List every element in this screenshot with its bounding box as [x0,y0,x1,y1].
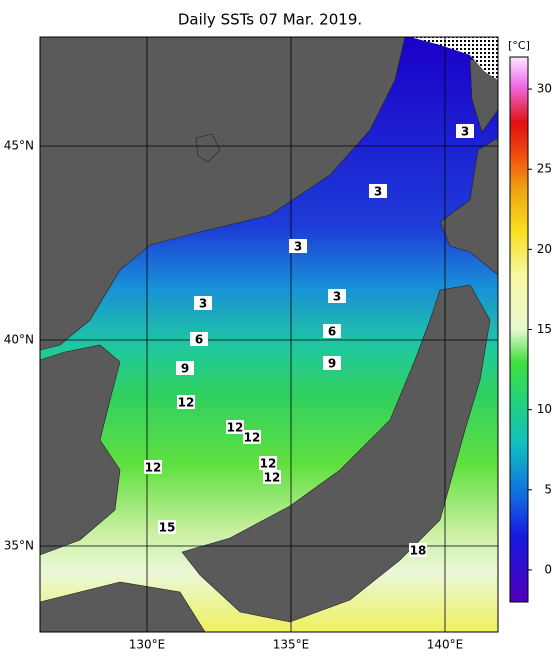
contour-label: 3 [369,184,387,199]
contour-label-box [190,332,208,346]
contour-label-box [456,124,474,138]
contour-label: 12 [226,420,244,435]
contour-label: 18 [409,543,427,558]
contour-label: 3 [289,239,307,254]
contour-label-text: 3 [374,185,382,199]
contour-label: 9 [176,361,194,376]
contour-label-box [177,395,195,409]
land [181,284,491,623]
colorbar-tick-label: 20 [537,242,552,256]
contour-label-box [323,356,341,370]
contour-label-text: 12 [264,471,281,485]
colorbar-label: [°C] [508,39,530,52]
contour-label-text: 12 [244,431,261,445]
contour-label-text: 12 [145,461,162,475]
contour-label-text: 6 [328,325,336,339]
lon-label: 130°E [129,638,166,652]
contour-label-box [289,239,307,253]
contour-label: 15 [158,520,176,535]
contour-label-text: 12 [260,457,277,471]
contour-label: 12 [259,456,277,471]
land [195,133,221,163]
colorbar-tick-label: 10 [537,402,552,416]
lon-label: 140°E [427,638,464,652]
contour-label: 12 [243,430,261,445]
map [39,36,499,633]
sea-ice [410,37,498,80]
land [39,36,406,351]
lat-label: 35°N [4,539,34,553]
contour-label-text: 15 [159,521,176,535]
contour-label-text: 9 [181,362,189,376]
contour-label-text: 3 [294,240,302,254]
contour-label-box [259,456,277,470]
contour-label-text: 12 [178,396,195,410]
contour-label-box [194,296,212,310]
contour-label: 12 [144,460,162,475]
colorbar-tick-label: 25 [537,162,552,176]
colorbar-tick-label: 30 [537,82,552,96]
contour-label: 6 [190,332,208,347]
contour-label-box [409,543,427,557]
contour-label-box [144,460,162,474]
contour-label-text: 3 [461,125,469,139]
contour-label-box [226,420,244,434]
lat-label: 45°N [4,139,34,153]
contour-label: 9 [323,356,341,371]
colorbar [509,56,529,603]
contour-label-text: 3 [199,297,207,311]
contour-label-box [328,289,346,303]
contour-label-box [158,520,176,534]
colorbar-tick-label: 0 [544,562,552,576]
contour-label-text: 3 [333,290,341,304]
contour-label: 3 [456,124,474,139]
lat-label: 40°N [4,333,34,347]
contour-label-box [176,361,194,375]
contour-label: 6 [323,324,341,339]
contour-label-text: 12 [227,421,244,435]
contour-label-box [323,324,341,338]
lon-label: 135°E [273,638,310,652]
contour-label-box [263,470,281,484]
title: Daily SSTs 07 Mar. 2019. [178,11,362,29]
contour-label-text: 6 [195,333,203,347]
contour-label-box [369,184,387,198]
contour-label: 3 [328,289,346,304]
contour-label: 12 [177,395,195,410]
frame [39,36,499,633]
land [39,344,121,556]
colorbar-tick-label: 5 [544,482,552,496]
contour-label: 3 [194,296,212,311]
contour-label-text: 18 [410,544,427,558]
colorbar-tick-label: 15 [537,322,552,336]
contour-label: 12 [263,470,281,485]
contour-label-box [243,430,261,444]
contour-label-text: 9 [328,357,336,371]
